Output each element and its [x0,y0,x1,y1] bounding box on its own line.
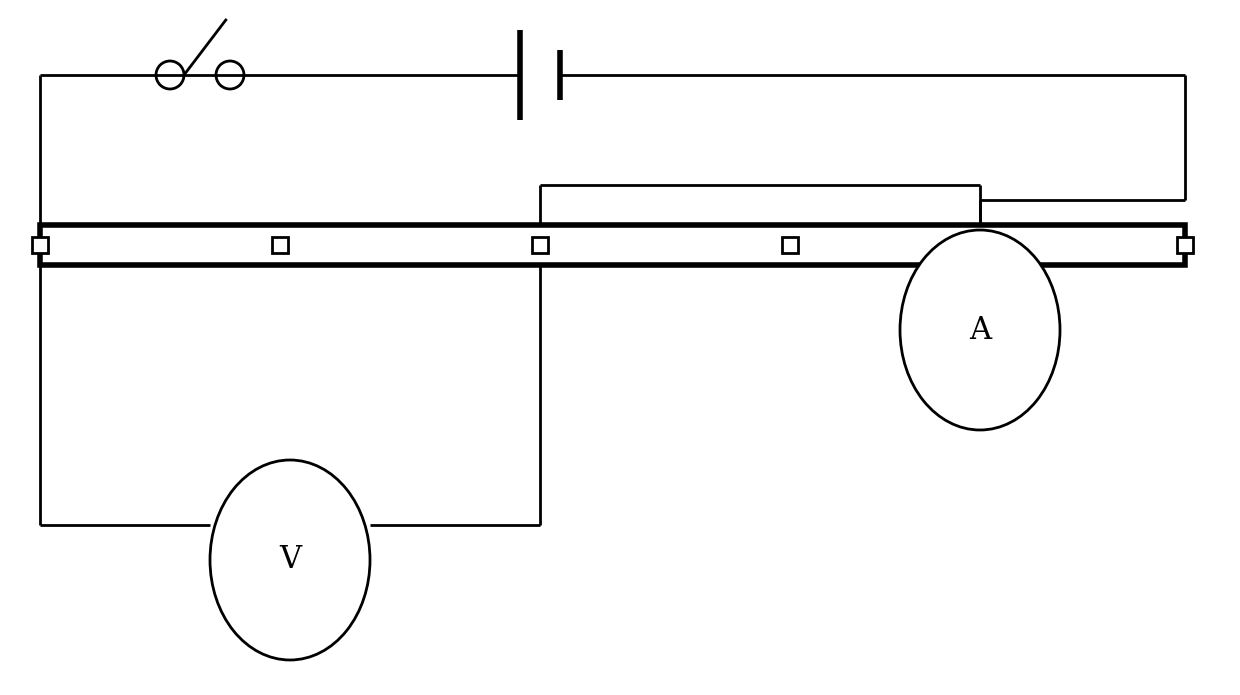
Ellipse shape [210,460,370,660]
Bar [272,237,288,253]
Bar [782,237,799,253]
Bar [32,237,48,253]
Text: A: A [968,315,991,345]
Bar [532,237,548,253]
Ellipse shape [900,230,1060,430]
Text: V: V [279,544,301,575]
Bar [40,225,1185,265]
Bar [1177,237,1193,253]
